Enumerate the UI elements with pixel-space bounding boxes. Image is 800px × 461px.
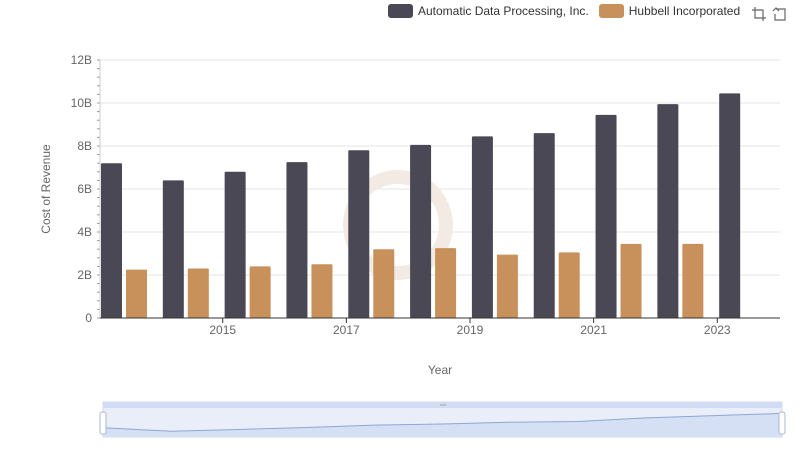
y-tick-label: 0	[85, 311, 92, 325]
bar-adp-2024	[719, 93, 741, 318]
y-tick-label: 8B	[77, 139, 92, 153]
bar-hubbell-2018	[373, 249, 395, 318]
bar-hubbell-2021	[558, 252, 580, 318]
y-tick-label: 2B	[77, 268, 92, 282]
zoom-preview-area	[103, 413, 782, 437]
x-tick-label: 2019	[457, 323, 484, 337]
y-tick-label: 10B	[71, 96, 92, 110]
y-tick-label: 12B	[71, 53, 92, 67]
x-tick-label: 2023	[704, 323, 731, 337]
legend-item-adp[interactable]: Automatic Data Processing, Inc.	[388, 4, 589, 18]
data-zoom-slider[interactable]	[99, 401, 786, 438]
bar-hubbell-2014	[126, 269, 147, 318]
zoom-handle-left[interactable]	[99, 411, 107, 435]
bar-adp-2017	[286, 162, 308, 318]
bar-hubbell-2019	[435, 248, 457, 318]
y-axis-title: Cost of Revenue	[39, 144, 53, 234]
bar-adp-2023	[657, 104, 679, 318]
restore-icon[interactable]	[772, 6, 788, 22]
x-tick-label: 2021	[580, 323, 607, 337]
bar-hubbell-2016	[249, 266, 271, 318]
bar-adp-2018	[348, 150, 370, 318]
bar-adp-2022	[595, 114, 617, 318]
bar-adp-2019	[410, 144, 432, 318]
zoom-preview-line	[102, 412, 783, 432]
x-tick-label: 2017	[333, 323, 360, 337]
legend: Automatic Data Processing, Inc. Hubbell …	[388, 4, 750, 18]
x-tick-label: 2015	[209, 323, 236, 337]
bar-adp-2021	[533, 133, 555, 318]
legend-label-adp: Automatic Data Processing, Inc.	[418, 4, 589, 18]
bar-adp-2020	[471, 136, 493, 318]
bar-hubbell-2020	[496, 254, 518, 318]
x-axis-title: Year	[428, 363, 452, 377]
legend-swatch-hubbell	[598, 4, 624, 18]
bar-adp-2015	[162, 180, 184, 318]
zoom-icon[interactable]	[751, 6, 767, 22]
bar-hubbell-2017	[311, 264, 333, 318]
bar-adp-2014	[101, 163, 122, 318]
bar-hubbell-2015	[187, 268, 209, 318]
y-tick-label: 6B	[77, 182, 92, 196]
zoom-handle-right[interactable]	[778, 411, 786, 435]
y-tick-label: 4B	[77, 225, 92, 239]
bar-adp-2016	[224, 171, 246, 318]
axes: 0 2B 4B 6B 8B 10B 12B 2015 2017 2019 2021 2023	[71, 53, 780, 337]
legend-item-hubbell[interactable]: Hubbell Incorporated	[598, 4, 741, 18]
toolbox	[746, 6, 788, 22]
legend-swatch-adp	[388, 4, 413, 18]
bar-series	[101, 93, 741, 318]
bar-hubbell-2023	[682, 243, 704, 318]
legend-label-hubbell: Hubbell Incorporated	[628, 4, 741, 18]
bar-hubbell-2022	[620, 243, 642, 318]
